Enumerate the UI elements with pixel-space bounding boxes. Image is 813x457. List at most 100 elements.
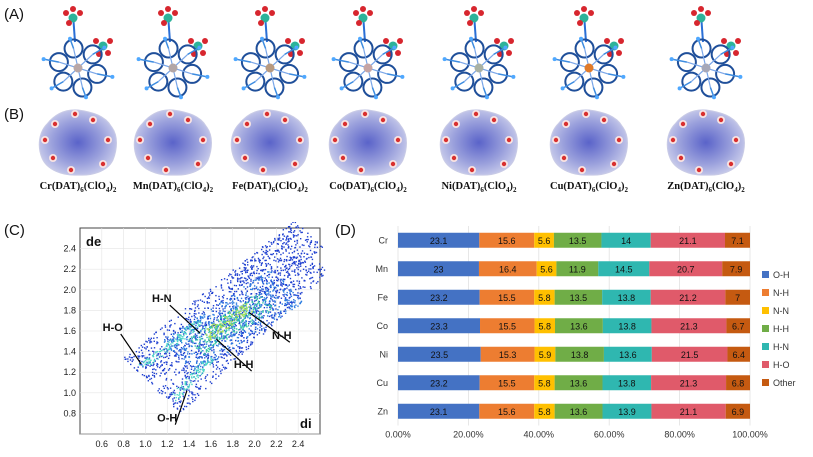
- data-label: 13.6: [570, 407, 588, 417]
- data-label: 5.8: [538, 378, 551, 388]
- x-tick-label: 1.0: [139, 439, 152, 449]
- bar-segment: [398, 261, 479, 277]
- bar-segment: [598, 261, 650, 277]
- caption-part: 4: [617, 186, 621, 195]
- bar-segment: [554, 403, 603, 419]
- data-label: 13.9: [618, 407, 636, 417]
- molecule-structure: [136, 6, 210, 100]
- caption-part: 4: [506, 186, 510, 195]
- data-label: 23.3: [430, 321, 448, 331]
- caption-part: 2: [624, 186, 628, 195]
- panel-label-c: (C): [4, 222, 25, 239]
- caption-part: Cu(DAT): [550, 181, 592, 192]
- data-label: 5.8: [538, 407, 551, 417]
- y-tick-label: 2.2: [63, 264, 76, 274]
- caption-part: ): [620, 181, 625, 192]
- annotation-arrow: [248, 311, 291, 343]
- legend-swatch: [762, 379, 769, 386]
- bar-segment: [601, 232, 651, 248]
- caption-part: 6: [80, 186, 84, 195]
- legend-swatch: [762, 307, 769, 314]
- legend-swatch: [762, 343, 769, 350]
- hirshfeld-surface: [549, 109, 628, 176]
- bar-segment: [725, 232, 750, 248]
- bar-segment: [649, 261, 723, 277]
- x-tick-label: 20.00%: [453, 430, 484, 440]
- caption-part: 6: [480, 186, 484, 195]
- caption-part: 6: [176, 186, 181, 195]
- caption-part: (ClO: [712, 181, 735, 192]
- bar-segment: [722, 261, 750, 277]
- bar-segment: [554, 318, 603, 334]
- caption-part: ): [509, 181, 514, 192]
- molecule-structure: [552, 6, 626, 100]
- data-label: 5.6: [538, 236, 551, 246]
- bar-segment: [602, 318, 652, 334]
- hirshfeld-surface: [38, 109, 117, 176]
- data-label: 23.1: [430, 236, 448, 246]
- data-label: 14.5: [615, 264, 633, 274]
- bar-segment: [534, 232, 554, 248]
- bar-segment: [602, 375, 652, 391]
- y-tick-label: 2.4: [63, 244, 76, 254]
- y-axis-label: de: [86, 234, 101, 249]
- caption-part: ): [737, 181, 742, 192]
- y-tick-label: 1.4: [63, 347, 76, 357]
- bar-segment: [398, 375, 480, 391]
- data-label: 15.3: [499, 350, 517, 360]
- bar-segment: [650, 232, 726, 248]
- bar-segment: [725, 289, 750, 305]
- caption-part: (ClO: [374, 181, 397, 192]
- data-label: 14: [621, 236, 631, 246]
- caption-part: ): [109, 181, 113, 192]
- bar-segment: [478, 261, 537, 277]
- y-tick-label: 1.0: [63, 388, 76, 398]
- complex-caption: Co(DAT)6(ClO4)2: [313, 181, 423, 194]
- bar-segment: [534, 375, 555, 391]
- y-tick-label: 1.6: [63, 326, 76, 336]
- bar-segment: [554, 375, 603, 391]
- data-label: 21.2: [679, 293, 697, 303]
- y-tick-label: 2.0: [63, 285, 76, 295]
- x-tick-label: 0.6: [96, 439, 109, 449]
- bar-segment: [534, 289, 555, 305]
- bar-segment: [398, 318, 481, 334]
- x-tick-label: 1.2: [161, 439, 174, 449]
- caption-part: Co(DAT): [329, 181, 371, 192]
- data-label: 6.7: [732, 321, 745, 331]
- bar-segment: [555, 346, 604, 362]
- data-label: 23.2: [430, 293, 448, 303]
- data-label: 15.5: [499, 321, 517, 331]
- data-label: 13.6: [570, 321, 588, 331]
- bar-segment: [480, 346, 535, 362]
- legend-swatch: [762, 361, 769, 368]
- caption-part: Zn(DAT): [667, 181, 709, 192]
- caption-part: (ClO: [83, 181, 106, 192]
- data-label: 7.9: [730, 264, 743, 274]
- fingerprint-points: [124, 222, 326, 412]
- caption-part: (ClO: [180, 181, 203, 192]
- caption-part: 4: [105, 186, 110, 195]
- caption-part: 2: [304, 186, 308, 195]
- molecule-structure: [233, 6, 307, 100]
- caption-part: Mn(DAT): [132, 181, 177, 192]
- contact-bar-chart: 0.00% 20.00% 40.00% 60.00% 80.00% 100.00% Cr 23…: [375, 226, 796, 440]
- bar-segment: [651, 318, 727, 334]
- data-label: 21.1: [679, 236, 697, 246]
- bar-segment: [534, 346, 556, 362]
- annotation-label: H-O: [103, 322, 124, 334]
- data-label: 13.8: [618, 378, 636, 388]
- bar-segment: [727, 346, 750, 362]
- data-label: 5.8: [539, 321, 552, 331]
- legend-swatch: [762, 325, 769, 332]
- caption-part: 2: [209, 186, 214, 195]
- caption-part: 2: [741, 186, 745, 195]
- bar-segment: [398, 403, 480, 419]
- caption-part: 6: [271, 186, 276, 195]
- caption-part: ): [206, 181, 210, 192]
- complex-caption: Ni(DAT)6(ClO4)2: [424, 181, 534, 194]
- x-tick-label: 0.8: [117, 439, 130, 449]
- x-tick-label: 40.00%: [524, 430, 555, 440]
- hirshfeld-surface: [666, 109, 745, 176]
- caption-part: 2: [112, 186, 117, 195]
